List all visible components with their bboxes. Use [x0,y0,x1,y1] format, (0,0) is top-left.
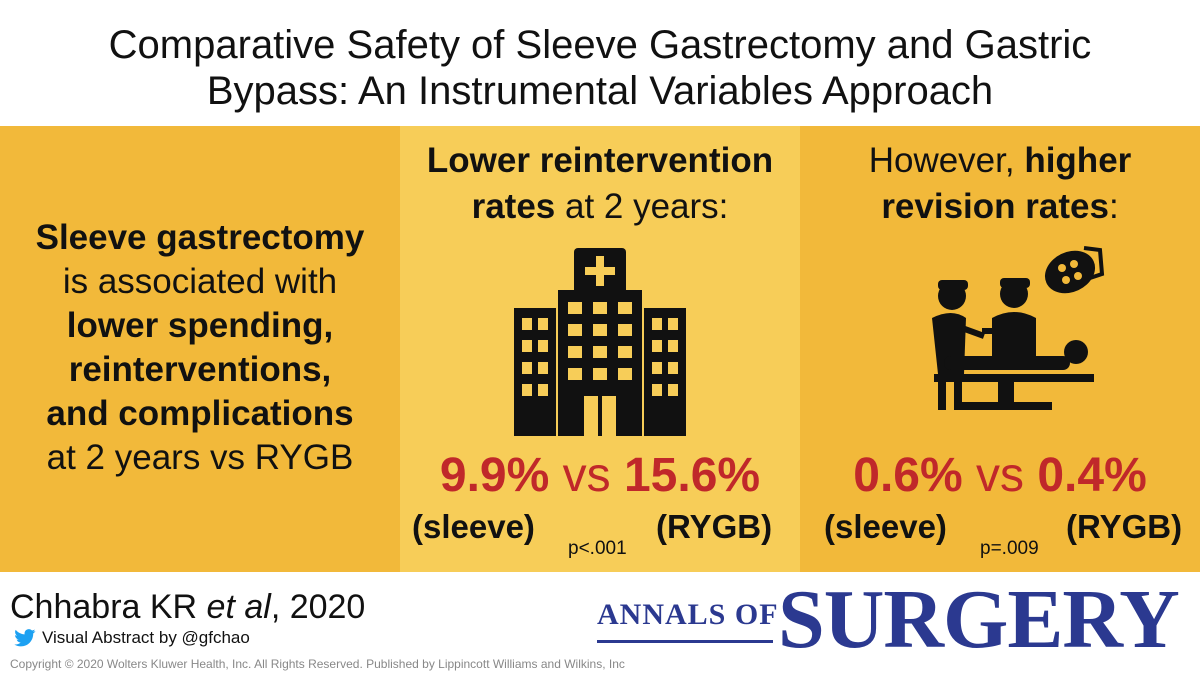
reintervention-rygb-value: 15.6% [623,449,761,502]
copyright-notice: Copyright © 2020 Wolters Kluwer Health, … [10,657,625,671]
summary-line-2: is associated with [62,262,338,301]
revision-heading-pre: However, [868,141,1025,180]
revision-vs: vs [976,449,1024,502]
revision-sleeve-value: 0.6% [853,449,963,502]
citation-author: Chhabra KR [10,588,207,626]
revision-p-value: p=.009 [980,538,1039,559]
reintervention-heading: Lower reintervention rates at 2 years: [400,138,800,230]
revision-heading-line-1: However, higher [800,138,1200,184]
reintervention-sleeve-value: 9.9% [439,449,550,502]
revision-heading: However, higher revision rates: [800,138,1200,230]
journal-logo-annals-of: ANNALS OF [597,598,779,631]
reintervention-sleeve-label: (sleeve) [412,508,535,545]
summary-panel: Sleeve gastrectomy is associated with lo… [0,126,400,572]
title-line-2: Bypass: An Instrumental Variables Approa… [206,69,994,113]
revision-heading-colon: : [1108,187,1119,226]
journal-logo-surgery: SURGERY [778,573,1180,666]
visual-abstract-text: Visual Abstract by @gfchao [42,628,250,647]
summary-line-3: lower spending, [66,306,334,345]
reintervention-p-value: p<.001 [568,538,627,559]
reintervention-values: 9.9% vs 15.6% [400,448,800,503]
revision-rygb-value: 0.4% [1037,449,1147,502]
revision-heading-bold: higher [1024,141,1132,180]
reintervention-panel: Lower reintervention rates at 2 years: [400,126,800,572]
reintervention-heading-line-1: Lower reintervention [426,141,774,180]
summary-line-5: and complications [46,394,354,433]
reintervention-heading-bold: rates [471,187,556,226]
twitter-icon [14,629,36,647]
revision-heading-line-2: revision rates: [800,184,1200,230]
citation-year: , 2020 [270,588,366,626]
revision-heading-bold-2: revision rates [881,187,1109,226]
surgery-icon [932,246,1105,410]
summary-line-6: at 2 years vs RYGB [46,438,354,477]
hospital-icon [514,248,686,436]
citation: Chhabra KR et al, 2020 [10,588,365,627]
title-block: Comparative Safety of Sleeve Gastrectomy… [0,0,1200,126]
revision-panel: However, higher revision rates: [800,126,1200,572]
summary-line-1: Sleeve gastrectomy [35,218,365,257]
summary-line-4: reinterventions, [68,350,332,389]
reintervention-heading-line-2: rates at 2 years: [400,184,800,230]
summary-text: Sleeve gastrectomy is associated with lo… [0,216,400,480]
reintervention-vs: vs [562,449,611,502]
revision-values: 0.6% vs 0.4% [800,448,1200,503]
revision-rygb-label: (RYGB) [1066,508,1183,545]
reintervention-heading-rest: at 2 years: [555,187,729,226]
title-line-1: Comparative Safety of Sleeve Gastrectomy… [108,23,1092,67]
revision-sleeve-label: (sleeve) [824,508,947,545]
journal-logo-rule [597,640,773,643]
citation-etal: et al [206,588,271,626]
reintervention-rygb-label: (RYGB) [656,508,773,545]
visual-abstract-credit[interactable]: Visual Abstract by @gfchao [14,628,250,648]
